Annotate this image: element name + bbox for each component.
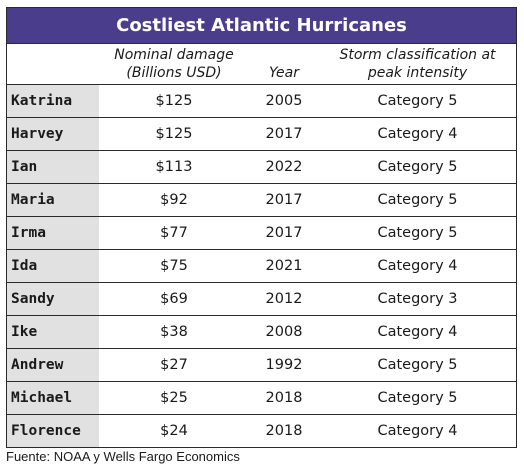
table-title: Costliest Atlantic Hurricanes: [7, 8, 516, 44]
cell-damage: $125: [99, 117, 249, 151]
table-row: Michael $25 2018 Category 5: [7, 381, 516, 415]
header-row: Nominal damage (Billions USD) Year Storm…: [7, 44, 516, 85]
header-year-label: Year: [269, 65, 299, 81]
cell-damage: $77: [99, 216, 249, 250]
cell-hurricane-name: Maria: [7, 183, 99, 217]
cell-year: 2021: [249, 249, 319, 283]
cell-year: 2012: [249, 282, 319, 316]
cell-classification: Category 4: [319, 315, 516, 349]
table-row: Katrina $125 2005 Category 5: [7, 84, 516, 118]
table-row: Ike $38 2008 Category 4: [7, 315, 516, 349]
cell-year: 2017: [249, 117, 319, 151]
table-row: Harvey $125 2017 Category 4: [7, 117, 516, 151]
cell-classification: Category 5: [319, 348, 516, 382]
cell-year: 2017: [249, 216, 319, 250]
cell-hurricane-name: Michael: [7, 381, 99, 415]
cell-damage: $38: [99, 315, 249, 349]
table-body: Katrina $125 2005 Category 5 Harvey $125 2017 C…: [7, 84, 516, 447]
cell-year: 2017: [249, 183, 319, 217]
header-classification: Storm classification at peak intensity: [319, 44, 516, 85]
cell-damage: $113: [99, 150, 249, 184]
cell-damage: $92: [99, 183, 249, 217]
cell-damage: $75: [99, 249, 249, 283]
table-row: Maria $92 2017 Category 5: [7, 183, 516, 217]
table-row: Florence $24 2018 Category 4: [7, 414, 516, 447]
cell-year: 2018: [265, 423, 303, 439]
cell-classification: Category 5: [319, 150, 516, 184]
cell-classification: Category 4: [319, 249, 516, 283]
cell-year: 2008: [249, 315, 319, 349]
cell-hurricane-name: Sandy: [7, 282, 99, 316]
cell-classification: Category 5: [319, 381, 516, 415]
header-damage: Nominal damage (Billions USD): [99, 44, 249, 85]
cell-classification: Category 5: [319, 183, 516, 217]
source-note: Fuente: NOAA y Wells Fargo Economics: [6, 449, 240, 464]
hurricane-table: Costliest Atlantic Hurricanes Nominal da…: [6, 7, 517, 448]
cell-hurricane-name: Andrew: [7, 348, 99, 382]
cell-hurricane-name: Harvey: [7, 117, 99, 151]
cell-classification: Category 4: [319, 117, 516, 151]
header-damage-line-2: (Billions USD): [126, 65, 222, 81]
cell-hurricane-name: Ian: [7, 150, 99, 184]
cell-classification: Category 5: [319, 84, 516, 118]
cell-damage: $125: [99, 84, 249, 118]
header-classification-line-2: peak intensity: [367, 65, 468, 81]
header-year: Year: [249, 44, 319, 85]
cell-damage: $25: [99, 381, 249, 415]
header-name: [7, 44, 99, 85]
cell-classification: Category 3: [319, 282, 516, 316]
table-row: Sandy $69 2012 Category 3: [7, 282, 516, 316]
cell-hurricane-name: Ida: [7, 249, 99, 283]
cell-damage: $24: [160, 423, 188, 439]
table-row: Ida $75 2021 Category 4: [7, 249, 516, 283]
data-table: Nominal damage (Billions USD) Year Storm…: [7, 44, 516, 447]
header-damage-line-1: Nominal damage: [114, 47, 234, 63]
cell-hurricane-name: Irma: [7, 216, 99, 250]
cell-year: 2018: [249, 381, 319, 415]
cell-hurricane-name: Florence: [7, 414, 99, 447]
table-row: Irma $77 2017 Category 5: [7, 216, 516, 250]
header-classification-line-1: Storm classification at: [339, 47, 496, 63]
cell-year: 2005: [249, 84, 319, 118]
cell-hurricane-name: Ike: [7, 315, 99, 349]
cell-classification: Category 4: [377, 423, 458, 439]
cell-damage: $27: [99, 348, 249, 382]
cell-hurricane-name: Katrina: [7, 84, 99, 118]
cell-classification: Category 5: [319, 216, 516, 250]
cell-year: 1992: [249, 348, 319, 382]
table-row: Ian $113 2022 Category 5: [7, 150, 516, 184]
cell-damage: $69: [99, 282, 249, 316]
cell-year: 2022: [249, 150, 319, 184]
table-row: Andrew $27 1992 Category 5: [7, 348, 516, 382]
